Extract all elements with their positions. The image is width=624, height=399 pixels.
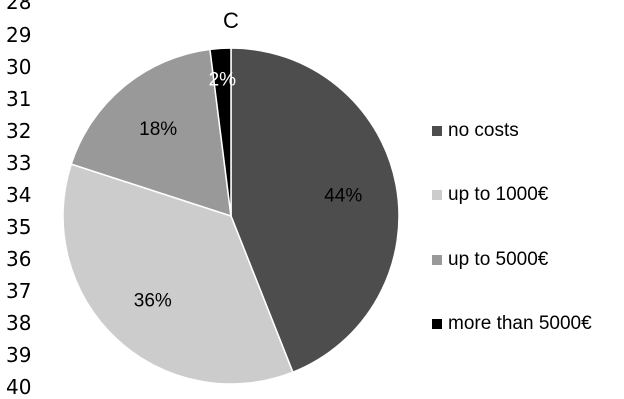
- line-number: 33: [6, 151, 32, 175]
- legend-item-up-to-5000: up to 5000€: [432, 249, 548, 271]
- legend-label: up to 1000€: [448, 184, 549, 205]
- line-number: 31: [6, 87, 32, 111]
- line-number: 29: [6, 23, 32, 47]
- line-number: 40: [6, 375, 32, 399]
- legend-swatch: [432, 255, 442, 265]
- pie-data-label: 18%: [139, 119, 177, 140]
- legend-swatch: [432, 126, 442, 136]
- pie-slice: [70, 48, 232, 218]
- legend-label: up to 5000€: [448, 249, 549, 270]
- line-number: 37: [6, 279, 32, 303]
- chart-title: C: [223, 8, 239, 33]
- pie-slice: [209, 47, 232, 217]
- pie-data-label: 36%: [134, 290, 172, 311]
- line-number: 36: [6, 247, 32, 271]
- line-number: 30: [6, 55, 32, 79]
- line-number: 35: [6, 215, 32, 239]
- legend-item-more-than-5000: more than 5000€: [432, 313, 592, 335]
- line-number: 39: [6, 343, 32, 367]
- pie-slices: [62, 47, 400, 385]
- line-number: 38: [6, 311, 32, 335]
- legend-label: no costs: [448, 120, 519, 141]
- pie-slice: [230, 47, 400, 374]
- pie-slice: [62, 163, 294, 385]
- legend-item-no-costs: no costs: [432, 120, 519, 142]
- pie-data-label: 44%: [324, 186, 362, 207]
- line-number-gutter: 28 29 30 31 32 33 34 35 36 37 38 39 40: [0, 0, 40, 398]
- line-number: 32: [6, 119, 32, 143]
- line-number: 28: [6, 0, 32, 14]
- legend-item-up-to-1000: up to 1000€: [432, 184, 548, 206]
- line-number: 34: [6, 183, 32, 207]
- pie-data-labels: 44% 36% 18% 2%: [134, 70, 363, 312]
- legend-swatch: [432, 190, 442, 200]
- legend-swatch: [432, 319, 442, 329]
- legend-label: more than 5000€: [448, 313, 592, 334]
- pie-data-label: 2%: [209, 70, 237, 91]
